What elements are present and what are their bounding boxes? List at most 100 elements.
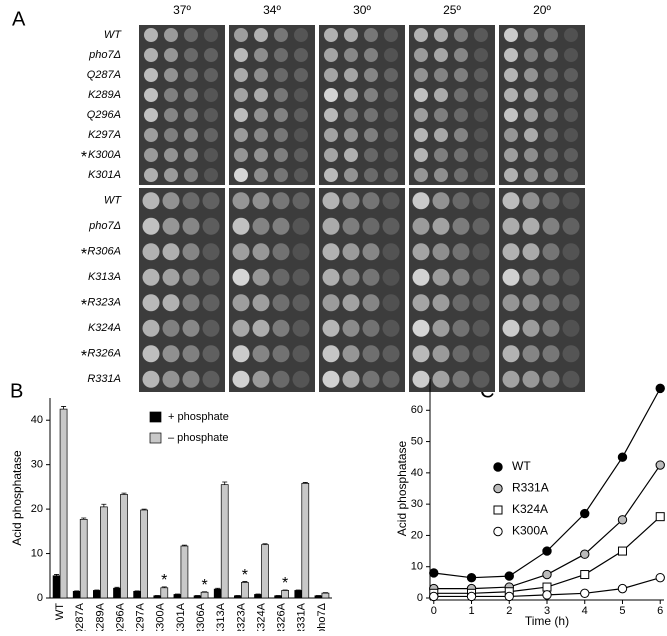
- spot: [323, 345, 340, 362]
- spot: [503, 320, 520, 337]
- spot: [294, 48, 308, 62]
- x-tick-label: 2: [506, 605, 512, 617]
- spot: [183, 269, 200, 286]
- spot: [413, 243, 430, 260]
- spot: [143, 320, 160, 337]
- spot: [504, 108, 518, 122]
- spot: [204, 88, 218, 102]
- spot: [523, 218, 540, 235]
- spot: [164, 28, 178, 42]
- spot: [384, 48, 398, 62]
- bar: [181, 546, 188, 598]
- bar: [161, 588, 168, 598]
- spot: [273, 371, 290, 388]
- spot: [413, 294, 430, 311]
- spot: [204, 68, 218, 82]
- strain-label: pho7Δ: [88, 220, 121, 232]
- spot: [233, 243, 250, 260]
- spot: [564, 68, 578, 82]
- spot: [323, 294, 340, 311]
- temperature-label: 25º: [443, 3, 461, 17]
- spot: [543, 218, 560, 235]
- spot: [344, 108, 358, 122]
- data-point: [618, 547, 626, 555]
- spot: [204, 48, 218, 62]
- spot: [503, 345, 520, 362]
- bar: [275, 596, 282, 598]
- bar: [214, 589, 221, 598]
- strain-label: K313A: [88, 271, 121, 283]
- data-point: [581, 589, 589, 597]
- spot: [164, 168, 178, 182]
- spot: [453, 294, 470, 311]
- spot: [273, 294, 290, 311]
- spot: [524, 148, 538, 162]
- spot: [254, 88, 268, 102]
- spot: [504, 28, 518, 42]
- x-tick-label: R323A: [235, 602, 247, 631]
- spot: [253, 345, 270, 362]
- spot: [324, 148, 338, 162]
- bar: [53, 576, 60, 598]
- spot: [203, 192, 220, 209]
- x-tick-label: K324A: [255, 602, 267, 631]
- spot: [184, 168, 198, 182]
- spot: [343, 345, 360, 362]
- x-tick-label: K313A: [215, 602, 227, 631]
- spot: [564, 28, 578, 42]
- spot: [524, 88, 538, 102]
- spot: [204, 108, 218, 122]
- spot: [383, 371, 400, 388]
- y-tick-label: 50: [411, 435, 423, 447]
- spot: [503, 269, 520, 286]
- spot: [183, 243, 200, 260]
- spot: [164, 148, 178, 162]
- data-point: [543, 570, 551, 578]
- spot: [473, 371, 490, 388]
- spot: [414, 128, 428, 142]
- spot: [324, 108, 338, 122]
- spot: [523, 294, 540, 311]
- spot: [253, 320, 270, 337]
- spot: [294, 28, 308, 42]
- spot: [183, 320, 200, 337]
- spot: [203, 320, 220, 337]
- spot: [544, 168, 558, 182]
- spot: [203, 345, 220, 362]
- strain-label: K301A: [88, 169, 121, 181]
- x-tick-label: Q296A: [114, 602, 126, 631]
- bar: [141, 510, 148, 598]
- data-point: [467, 573, 475, 581]
- spot: [144, 168, 158, 182]
- spot: [343, 320, 360, 337]
- spot: [363, 371, 380, 388]
- spot: [323, 371, 340, 388]
- spot: [434, 28, 448, 42]
- bar: [73, 591, 80, 598]
- spot: [363, 243, 380, 260]
- spot: [503, 218, 520, 235]
- spot: [363, 192, 380, 209]
- bar: [194, 596, 201, 598]
- spot: [504, 88, 518, 102]
- x-axis-label: Time (h): [525, 614, 569, 628]
- spot: [434, 168, 448, 182]
- spot: [563, 345, 580, 362]
- spot: [524, 68, 538, 82]
- spot: [563, 294, 580, 311]
- spot: [433, 320, 450, 337]
- spot: [434, 148, 448, 162]
- data-point: [618, 516, 626, 524]
- spot: [413, 371, 430, 388]
- spot: [234, 168, 248, 182]
- spot: [563, 269, 580, 286]
- data-point: [581, 509, 589, 517]
- spot: [364, 168, 378, 182]
- bar: [114, 588, 121, 598]
- bar: [315, 596, 322, 598]
- spot: [233, 345, 250, 362]
- spot: [204, 168, 218, 182]
- spot: [344, 48, 358, 62]
- spot: [453, 243, 470, 260]
